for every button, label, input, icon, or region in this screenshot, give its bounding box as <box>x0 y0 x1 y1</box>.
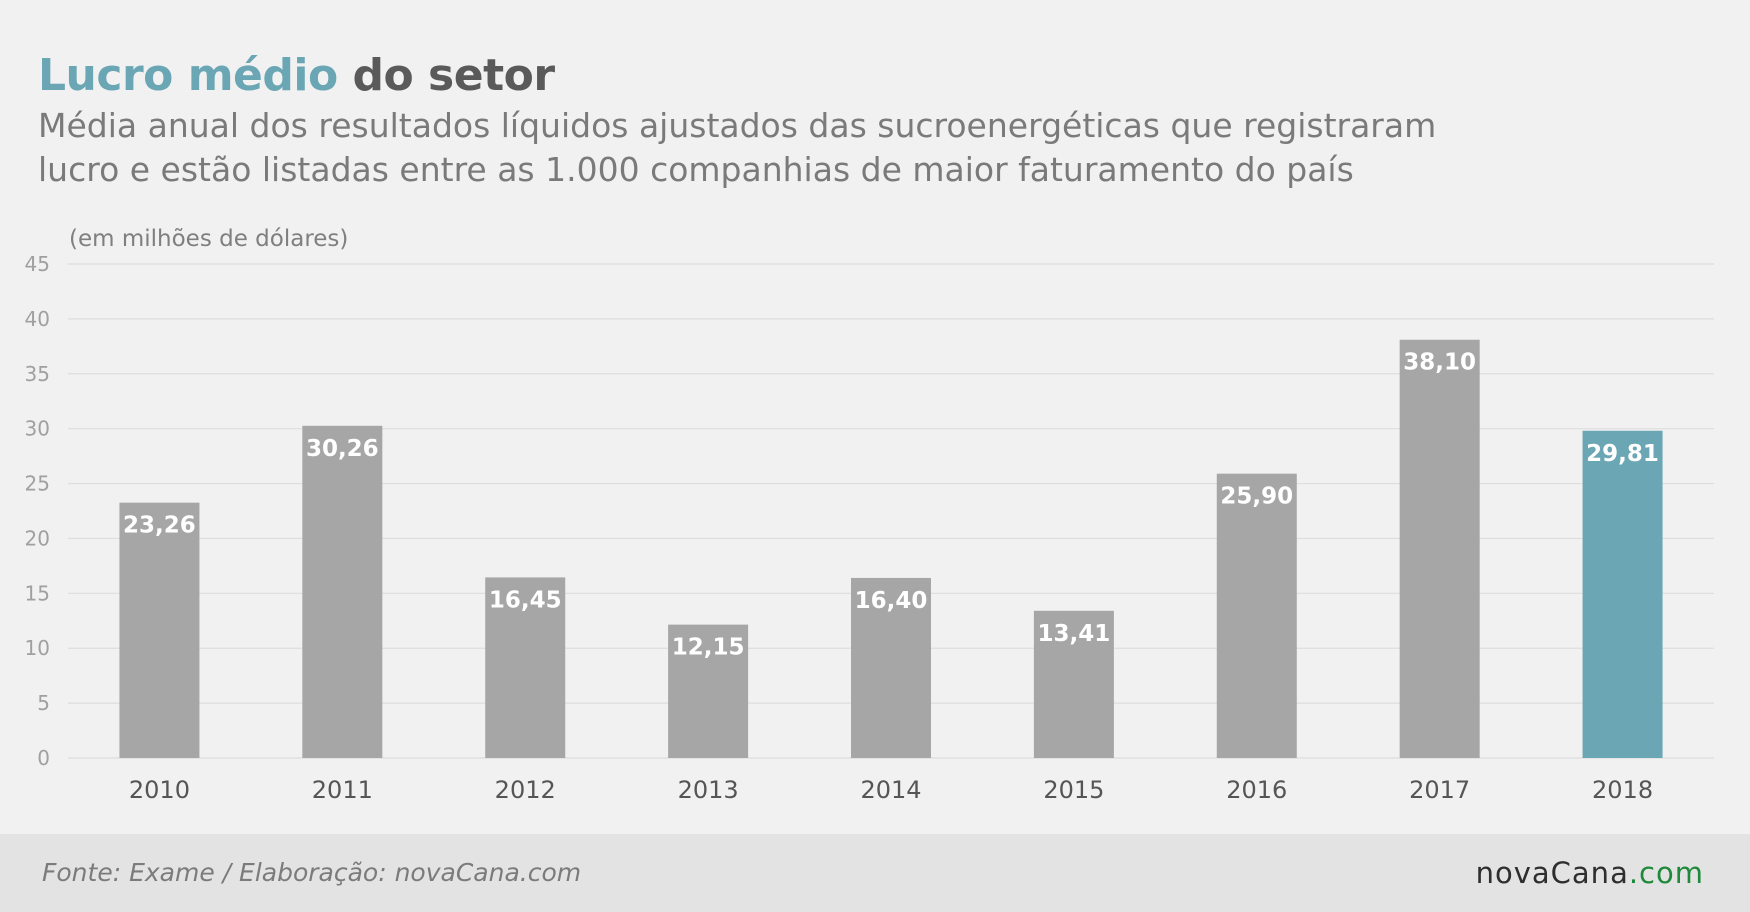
subtitle-line-1: Média anual dos resultados líquidos ajus… <box>38 106 1437 145</box>
y-tick-label: 5 <box>37 691 50 715</box>
bar-chart: 0 5 10 15 20 25 30 35 40 45 23,26 2010 30,26 2011 16,4… <box>25 252 1714 804</box>
source-note: Fonte: Exame / Elaboração: novaCana.com <box>42 858 582 887</box>
y-tick-label: 0 <box>37 746 50 770</box>
title-rest: do setor <box>352 50 556 101</box>
chart-title: Lucro médio do setor <box>38 50 555 101</box>
subtitle-line-2: lucro e estão listadas entre as 1.000 co… <box>38 150 1354 189</box>
y-tick-label: 10 <box>25 636 50 660</box>
bar-value-label: 25,90 <box>1220 484 1293 510</box>
bar <box>1033 610 1114 758</box>
x-tick-label: 2017 <box>1409 776 1470 804</box>
x-tick-label: 2016 <box>1226 776 1287 804</box>
y-tick-label: 45 <box>25 252 50 276</box>
title-highlight: Lucro médio <box>38 50 338 101</box>
bar <box>851 577 931 758</box>
bar-value-label: 12,15 <box>672 635 745 661</box>
y-tick-label: 35 <box>25 362 50 386</box>
bar-value-label: 23,26 <box>123 513 196 539</box>
x-tick-label: 2018 <box>1592 776 1653 804</box>
footer-bar: Fonte: Exame / Elaboração: novaCana.com … <box>0 834 1750 912</box>
bar-value-label: 16,45 <box>489 587 562 613</box>
x-tick-label: 2015 <box>1043 776 1104 804</box>
bar <box>485 577 566 758</box>
bar-value-label: 30,26 <box>306 436 379 462</box>
x-tick-label: 2010 <box>129 776 190 804</box>
chart-subtitle: Média anual dos resultados líquidos ajus… <box>38 104 1488 192</box>
novacana-logo: novaCana.com <box>1476 856 1704 890</box>
bar <box>1216 473 1297 758</box>
x-tick-label: 2012 <box>495 776 556 804</box>
y-tick-label: 15 <box>25 581 50 605</box>
bar <box>302 425 383 758</box>
bar-value-label: 29,81 <box>1586 441 1659 467</box>
y-tick-label: 25 <box>25 472 50 496</box>
x-tick-label: 2013 <box>678 776 739 804</box>
bar <box>668 624 749 758</box>
bar <box>119 502 200 758</box>
bar-value-label: 16,40 <box>855 588 928 614</box>
logo-brand: novaCana <box>1475 856 1629 890</box>
bar <box>1582 430 1663 758</box>
y-tick-label: 30 <box>25 417 50 441</box>
bar <box>1399 339 1480 758</box>
y-axis-unit-label: (em milhões de dólares) <box>69 226 349 252</box>
bar-value-label: 38,10 <box>1403 350 1476 376</box>
y-tick-label: 40 <box>25 307 50 331</box>
logo-tld: .com <box>1628 856 1704 890</box>
y-tick-label: 20 <box>25 526 50 550</box>
x-tick-label: 2014 <box>860 776 921 804</box>
x-tick-label: 2011 <box>312 776 373 804</box>
bar-value-label: 13,41 <box>1038 621 1111 647</box>
